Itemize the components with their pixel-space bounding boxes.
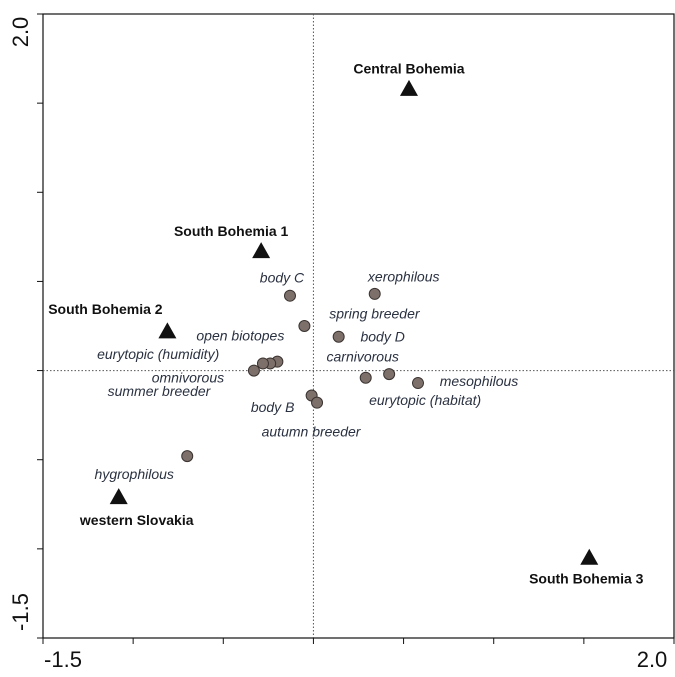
y-tick-label: 2.0 [8,17,33,48]
y-tick-label: -1.5 [8,593,33,631]
point-label: mesophilous [440,373,519,389]
site-marker [109,488,128,505]
species-marker [359,371,372,384]
point-label: spring breeder [329,306,421,322]
point-label: eurytopic (humidity) [97,346,219,362]
site-marker [399,79,418,96]
point-label: xerophilous [367,269,440,285]
x-tick-label: -1.5 [44,647,82,672]
point-label: body C [260,269,305,285]
species-marker [256,357,269,370]
site-label: South Bohemia 1 [174,223,289,239]
site-marker [580,548,599,565]
site-label: western Slovakia [79,512,194,528]
site-label: South Bohemia 2 [48,301,163,317]
species-marker [181,450,194,463]
site-marker [158,322,177,339]
species-marker [311,396,324,409]
species-marker [298,320,311,332]
site-marker [252,242,271,259]
species-marker [332,330,345,343]
point-label: eurytopic (habitat) [369,392,481,408]
point-label: summer breeder [108,383,212,399]
site-label: Central Bohemia [353,61,464,77]
species-marker [368,287,381,300]
point-label: hygrophilous [95,466,174,482]
plot-frame [42,13,675,639]
x-tick-label: 2.0 [637,647,668,672]
species-marker [383,368,396,381]
species-marker [247,364,260,377]
point-label: carnivorous [327,348,399,364]
species-marker [283,289,296,302]
point-label: omnivorous [152,369,224,385]
point-label: autumn breeder [262,423,362,439]
point-label: body B [251,399,295,415]
point-label: open biotopes [196,327,284,343]
species-marker [411,377,424,390]
site-label: South Bohemia 3 [529,570,644,586]
point-label: body D [360,328,404,344]
